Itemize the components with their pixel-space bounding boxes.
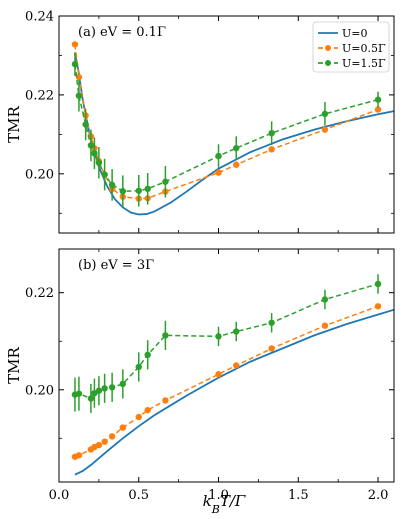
data-point [135,363,142,371]
data-point [119,187,127,195]
data-point [135,413,142,421]
plot-area [71,41,394,216]
data-point [215,333,222,340]
data-point [233,161,240,168]
data-point [75,73,83,81]
data-point [95,441,103,449]
y-tick-label: 0.20 [25,167,54,182]
data-point [268,319,275,326]
data-point [108,433,116,440]
y-axis-label: TMR [5,346,23,383]
panel-annotation: (b) eV = 3Γ [78,258,154,273]
data-point [374,280,382,288]
legend-entry: U=0.5Γ [342,42,386,55]
data-point [162,397,169,404]
data-point [144,406,151,414]
legend-entry: U=1.5Γ [342,57,386,70]
data-point [233,362,240,369]
data-point [82,121,89,128]
data-point [108,384,116,391]
y-tick-label: 0.22 [25,286,54,301]
x-tick-label: 0.0 [49,488,70,503]
legend: U=0 U=0.5Γ U=1.5Γ [312,21,390,73]
data-point [374,303,382,310]
data-point [75,92,83,99]
data-point [101,385,108,392]
data-point [321,126,329,133]
data-point [75,390,83,397]
data-point [268,146,275,153]
legend-entry: U=0 [342,27,368,40]
legend-frame [312,21,390,73]
data-point [119,380,127,388]
axes-frame [58,248,395,483]
data-point [321,110,329,118]
data-point [162,332,169,339]
data-point [87,395,95,402]
axes-frame [58,15,395,234]
data-point [374,106,382,113]
series-line-u-0 [74,308,394,476]
y-tick-label: 0.22 [25,88,54,103]
x-tick-label: 2.0 [368,488,389,503]
panel-annotation: (a) eV = 0.1Γ [78,25,166,40]
panel-a: 0.20 0.22 0.24 TMR (a) eV = 0.1Γ U=0 U=0.5Γ U=1… [5,10,395,234]
data-point [144,185,151,193]
data-point [215,169,222,176]
x-tick-label: 0.5 [128,488,149,503]
data-point [135,187,142,194]
data-point [215,371,222,378]
data-point [108,181,116,189]
legend-marker [325,60,331,66]
data-point [215,152,222,160]
data-point [233,144,240,152]
data-point [268,345,275,352]
data-point [321,296,329,303]
data-point [95,387,103,394]
x-tick-label: 1.5 [288,488,309,503]
data-point [162,178,169,185]
y-tick-label: 0.20 [25,383,54,398]
legend-marker [325,45,331,51]
plot-area [71,274,394,476]
data-point [374,96,382,103]
series-line-u-1-5- [74,64,379,192]
data-point [268,129,275,137]
data-point [144,351,151,359]
x-tick-label: 1.0 [208,488,229,503]
series-line-u-1-5- [74,283,379,400]
data-point [71,60,79,68]
data-point [91,150,98,157]
x-axis-label: kBT/Γ [203,492,246,516]
data-point [119,424,127,431]
data-point [233,328,240,335]
panel-b: 0.0 0.5 1.0 1.5 2.0 0.20 0.22 TMR (b) eV = 3Γ [5,248,395,503]
data-point [101,438,108,445]
data-point [321,322,329,329]
data-point [75,452,83,459]
y-axis-label: TMR [5,105,23,142]
y-tick-label: 0.24 [25,10,54,25]
data-point [71,41,79,48]
data-point [95,159,103,166]
data-point [87,142,95,149]
data-point [101,171,108,178]
